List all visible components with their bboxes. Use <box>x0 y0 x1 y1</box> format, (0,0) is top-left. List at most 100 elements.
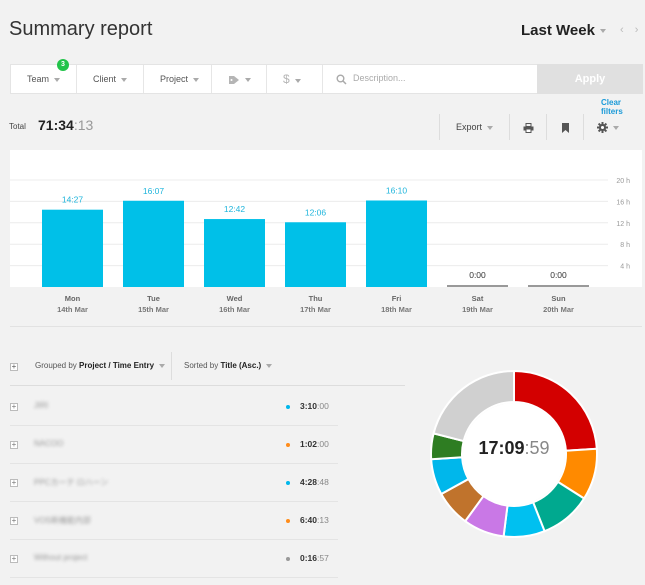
toolbar-divider <box>171 352 172 380</box>
search-icon <box>336 74 347 85</box>
bar[interactable] <box>123 200 184 287</box>
period-label: Last Week <box>521 22 595 39</box>
team-filter[interactable]: Team 3 <box>11 59 77 93</box>
x-tick-day-label: Mon <box>65 294 81 303</box>
x-tick-day-label: Sun <box>551 294 566 303</box>
donut-center-total: 17:09:59 <box>462 438 566 459</box>
bar[interactable] <box>42 209 103 287</box>
total-label: Total <box>9 122 26 131</box>
donut-hole <box>463 403 565 505</box>
entry-duration: 4:28:48 <box>300 477 340 487</box>
team-filter-label: Team <box>27 74 50 84</box>
entry-duration: 1:02:00 <box>300 439 340 449</box>
expand-row-icon[interactable]: + <box>10 516 18 525</box>
entry-hm: 3:10 <box>300 401 318 411</box>
x-tick-date-label: 14th Mar <box>57 305 88 314</box>
table-row[interactable]: + Without project 0:16:57 <box>10 540 338 578</box>
entry-hm: 0:16 <box>300 553 318 563</box>
x-tick-date-label: 17th Mar <box>300 305 331 314</box>
entry-title: Without project <box>34 553 88 562</box>
print-button[interactable] <box>509 114 546 140</box>
tag-icon <box>229 75 239 84</box>
bookmark-icon <box>561 122 569 133</box>
bar[interactable] <box>447 285 508 287</box>
x-tick-day-label: Wed <box>227 294 243 303</box>
expand-row-icon[interactable]: + <box>10 554 18 563</box>
donut-hm: 17:09 <box>478 438 525 458</box>
billable-filter[interactable]: $ <box>267 65 323 93</box>
bar-value-label: 12:42 <box>224 204 246 214</box>
bar[interactable] <box>204 219 265 287</box>
entry-seconds: :00 <box>317 401 329 411</box>
chevron-down-icon <box>612 125 619 130</box>
client-filter-label: Client <box>93 74 117 84</box>
x-tick-date-label: 20th Mar <box>543 305 574 314</box>
period-nav-arrows[interactable]: ‹ › <box>620 24 643 36</box>
entry-hm: 6:40 <box>300 515 318 525</box>
entry-color-dot <box>286 519 290 523</box>
entry-duration: 6:40:13 <box>300 515 340 525</box>
x-tick-day-label: Tue <box>147 294 160 303</box>
total-duration: 71:34:13 <box>38 117 93 133</box>
entry-duration: 0:16:57 <box>300 553 340 563</box>
table-row[interactable]: + PPCカーテ ロハーン 4:28:48 <box>10 464 338 502</box>
grouped-by-selector[interactable]: Grouped by Project / Time Entry <box>35 361 166 370</box>
chevron-down-icon <box>294 78 301 83</box>
gear-icon <box>596 122 608 134</box>
tag-filter[interactable] <box>212 65 267 93</box>
chevron-down-icon <box>599 29 606 34</box>
chevron-down-icon <box>266 363 273 368</box>
entry-duration: 3:10:00 <box>300 401 340 411</box>
sorted-by-value: Title (Asc.) <box>220 361 262 370</box>
entry-title: VOS新機能内部 <box>34 516 91 525</box>
chevron-down-icon <box>245 77 251 82</box>
table-row[interactable]: + NACOO 1:02:00 <box>10 426 338 464</box>
sorted-by-selector[interactable]: Sorted by Title (Asc.) <box>184 361 273 370</box>
y-tick-label: 8 h <box>620 242 630 249</box>
chevron-down-icon <box>159 363 166 368</box>
period-selector[interactable]: Last Week <box>521 22 606 39</box>
donut-slice[interactable] <box>432 370 515 443</box>
bar[interactable] <box>285 222 346 287</box>
expand-row-icon[interactable]: + <box>10 440 18 449</box>
y-tick-label: 20 h <box>616 178 630 185</box>
team-count-badge: 3 <box>57 59 69 71</box>
daily-bar-chart: 20 h 16 h 12 h 8 h 4 h 14:27 Mon 14th Mar 16:07 T… <box>10 178 630 314</box>
project-filter[interactable]: Project <box>144 65 212 93</box>
total-hm: 71:34 <box>38 117 74 133</box>
description-input[interactable] <box>353 73 533 83</box>
settings-button[interactable] <box>583 114 631 140</box>
grouped-by-value: Project / Time Entry <box>79 361 155 370</box>
entry-title: NACOO <box>34 439 64 448</box>
total-seconds: :13 <box>73 117 94 133</box>
client-filter[interactable]: Client <box>77 65 144 93</box>
table-row[interactable]: + JIRI 3:10:00 <box>10 388 338 426</box>
clear-filters-link[interactable]: Clear filters <box>601 98 623 116</box>
entry-seconds: :48 <box>317 477 329 487</box>
grouping-toolbar: + Grouped by Project / Time Entry Sorted… <box>10 352 405 386</box>
x-tick-date-label: 18th Mar <box>381 305 412 314</box>
entry-color-dot <box>286 405 290 409</box>
export-button[interactable]: Export <box>439 114 509 140</box>
section-divider <box>10 326 642 327</box>
apply-button[interactable]: Apply <box>537 64 643 94</box>
entry-hm: 1:02 <box>300 439 318 449</box>
x-tick-day-label: Thu <box>309 294 323 303</box>
bar[interactable] <box>366 200 427 287</box>
dollar-icon: $ <box>283 72 290 86</box>
x-tick-day-label: Fri <box>392 294 402 303</box>
entry-hm: 4:28 <box>300 477 318 487</box>
bar-value-label: 16:07 <box>143 186 165 196</box>
bookmark-button[interactable] <box>546 114 583 140</box>
table-row[interactable]: + VOS新機能内部 6:40:13 <box>10 502 338 540</box>
bar[interactable] <box>528 285 589 287</box>
expand-all-icon[interactable]: + <box>10 362 18 371</box>
expand-row-icon[interactable]: + <box>10 402 18 411</box>
entry-color-dot <box>286 557 290 561</box>
bar-value-label: 14:27 <box>62 195 84 205</box>
entry-seconds: :57 <box>317 553 329 563</box>
expand-row-icon[interactable]: + <box>10 478 18 487</box>
x-tick-date-label: 15th Mar <box>138 305 169 314</box>
entry-seconds: :00 <box>317 439 329 449</box>
chevron-down-icon <box>54 77 61 82</box>
